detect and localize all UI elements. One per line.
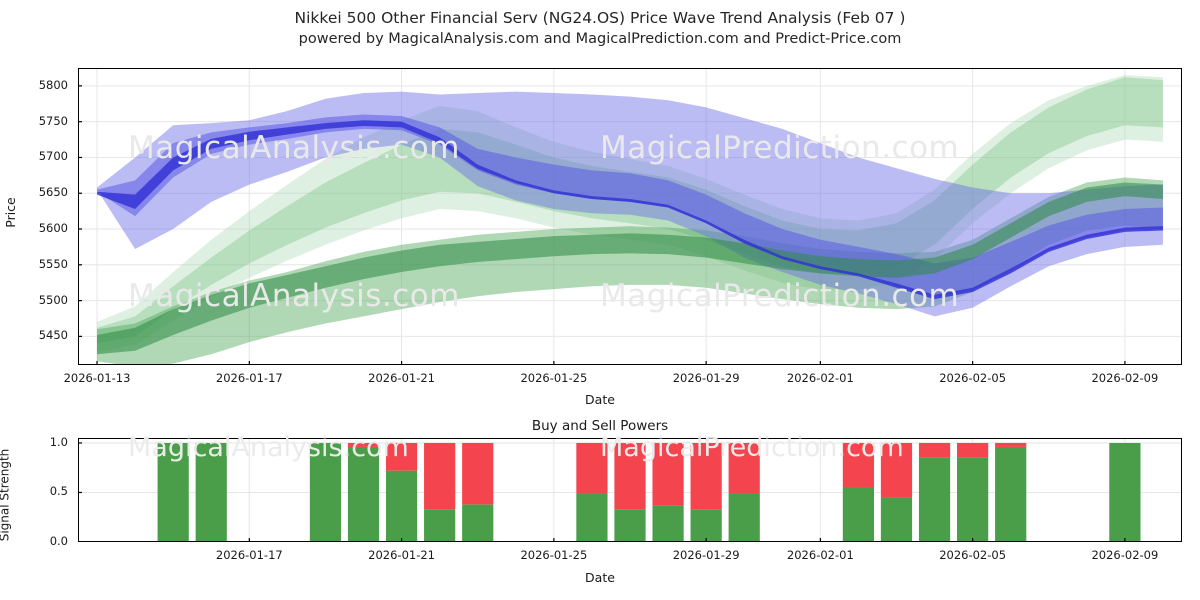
main-date-tick-2026-01-25: 2026-01-25 [520, 371, 588, 385]
buy-power-bar [309, 442, 342, 542]
sell-power-bar [842, 442, 875, 488]
buy-power-bar [614, 509, 646, 542]
bar-date-tick-2026-01-21: 2026-01-21 [368, 548, 435, 562]
watermark-lower-right: MagicalPrediction.com [600, 432, 904, 463]
main-date-tick-2026-01-13: 2026-01-13 [63, 371, 131, 385]
buy-sell-svg [78, 438, 1182, 542]
sell-power-bar [957, 442, 989, 458]
signal-tick-0.5: 0.5 [49, 484, 68, 499]
watermark-main-right: MagicalPrediction.com [600, 130, 960, 166]
buy-sell-chart [78, 438, 1182, 542]
buy-power-bar [195, 442, 227, 542]
price-tick-5700: 5700 [38, 149, 68, 164]
bar-date-tick-2026-01-29: 2026-01-29 [672, 548, 740, 562]
main-date-tick-2026-02-09: 2026-02-09 [1091, 371, 1159, 385]
main-date-tick-2026-01-21: 2026-01-21 [368, 371, 435, 385]
main-date-tick-2026-02-05: 2026-02-05 [939, 371, 1007, 385]
sell-power-bar [462, 442, 494, 505]
price-tick-5550: 5550 [38, 256, 68, 271]
page-title: Nikkei 500 Other Financial Serv (NG24.OS… [294, 9, 906, 27]
watermark-main-left: MagicalAnalysis.com [128, 130, 460, 166]
sell-power-bar [385, 442, 418, 471]
bar-xaxis-label: Date [585, 570, 615, 585]
buy-power-bar [1109, 442, 1141, 542]
buy-power-bar [385, 470, 418, 542]
bar-date-tick-2026-02-09: 2026-02-09 [1091, 548, 1159, 562]
price-wave-chart [78, 68, 1182, 365]
price-tick-5600: 5600 [38, 221, 68, 236]
watermark-main-right-2: MagicalPrediction.com [600, 278, 960, 314]
buy-power-bar [880, 497, 913, 542]
buy-power-bar [995, 446, 1027, 542]
watermark-lower-left: MagicalAnalysis.com [128, 432, 409, 463]
sell-power-bar [995, 442, 1027, 447]
price-tick-5500: 5500 [38, 292, 68, 307]
chart-title-block: Nikkei 500 Other Financial Serv (NG24.OS… [0, 8, 1200, 50]
sell-power-bar [576, 442, 608, 494]
watermark-main-left-2: MagicalAnalysis.com [128, 278, 460, 314]
price-tick-5450: 5450 [38, 328, 68, 343]
sell-power-bar [880, 442, 913, 498]
sell-power-bar [652, 442, 684, 506]
bar-date-tick-2026-01-25: 2026-01-25 [520, 548, 588, 562]
sell-power-bar [347, 442, 380, 447]
main-xaxis-label: Date [585, 392, 615, 407]
signal-tick-1.0: 1.0 [49, 434, 68, 449]
bar-date-tick-2026-01-17: 2026-01-17 [215, 548, 283, 562]
buy-power-bar [462, 504, 494, 542]
buy-sell-title: Buy and Sell Powers [531, 418, 669, 434]
buy-power-bar [918, 457, 951, 542]
sell-power-bar [690, 442, 722, 510]
buy-power-bar [957, 457, 989, 542]
buy-power-bar [576, 493, 608, 542]
price-tick-5750: 5750 [38, 113, 68, 128]
sell-power-bar [728, 442, 760, 494]
sell-power-bar [424, 442, 456, 510]
main-date-tick-2026-02-01: 2026-02-01 [786, 371, 854, 385]
buy-power-bar [842, 487, 875, 542]
buy-power-bar [728, 493, 760, 542]
sell-power-bar [918, 442, 951, 458]
price-tick-5800: 5800 [38, 77, 68, 92]
page-subtitle: powered by MagicalAnalysis.com and Magic… [298, 31, 902, 47]
main-date-tick-2026-01-17: 2026-01-17 [215, 371, 283, 385]
price-wave-svg [78, 68, 1182, 365]
price-tick-5650: 5650 [38, 185, 68, 200]
buy-power-bar [347, 446, 380, 542]
main-date-tick-2026-01-29: 2026-01-29 [672, 371, 740, 385]
sell-power-bar [614, 442, 646, 510]
buy-power-bar [652, 505, 684, 542]
bar-date-tick-2026-02-05: 2026-02-05 [939, 548, 1007, 562]
buy-power-bar [690, 509, 722, 542]
signal-tick-0.0: 0.0 [49, 534, 68, 548]
bar-date-tick-2026-02-01: 2026-02-01 [786, 548, 854, 562]
buy-power-bar [157, 442, 189, 542]
buy-power-bar [424, 509, 456, 542]
